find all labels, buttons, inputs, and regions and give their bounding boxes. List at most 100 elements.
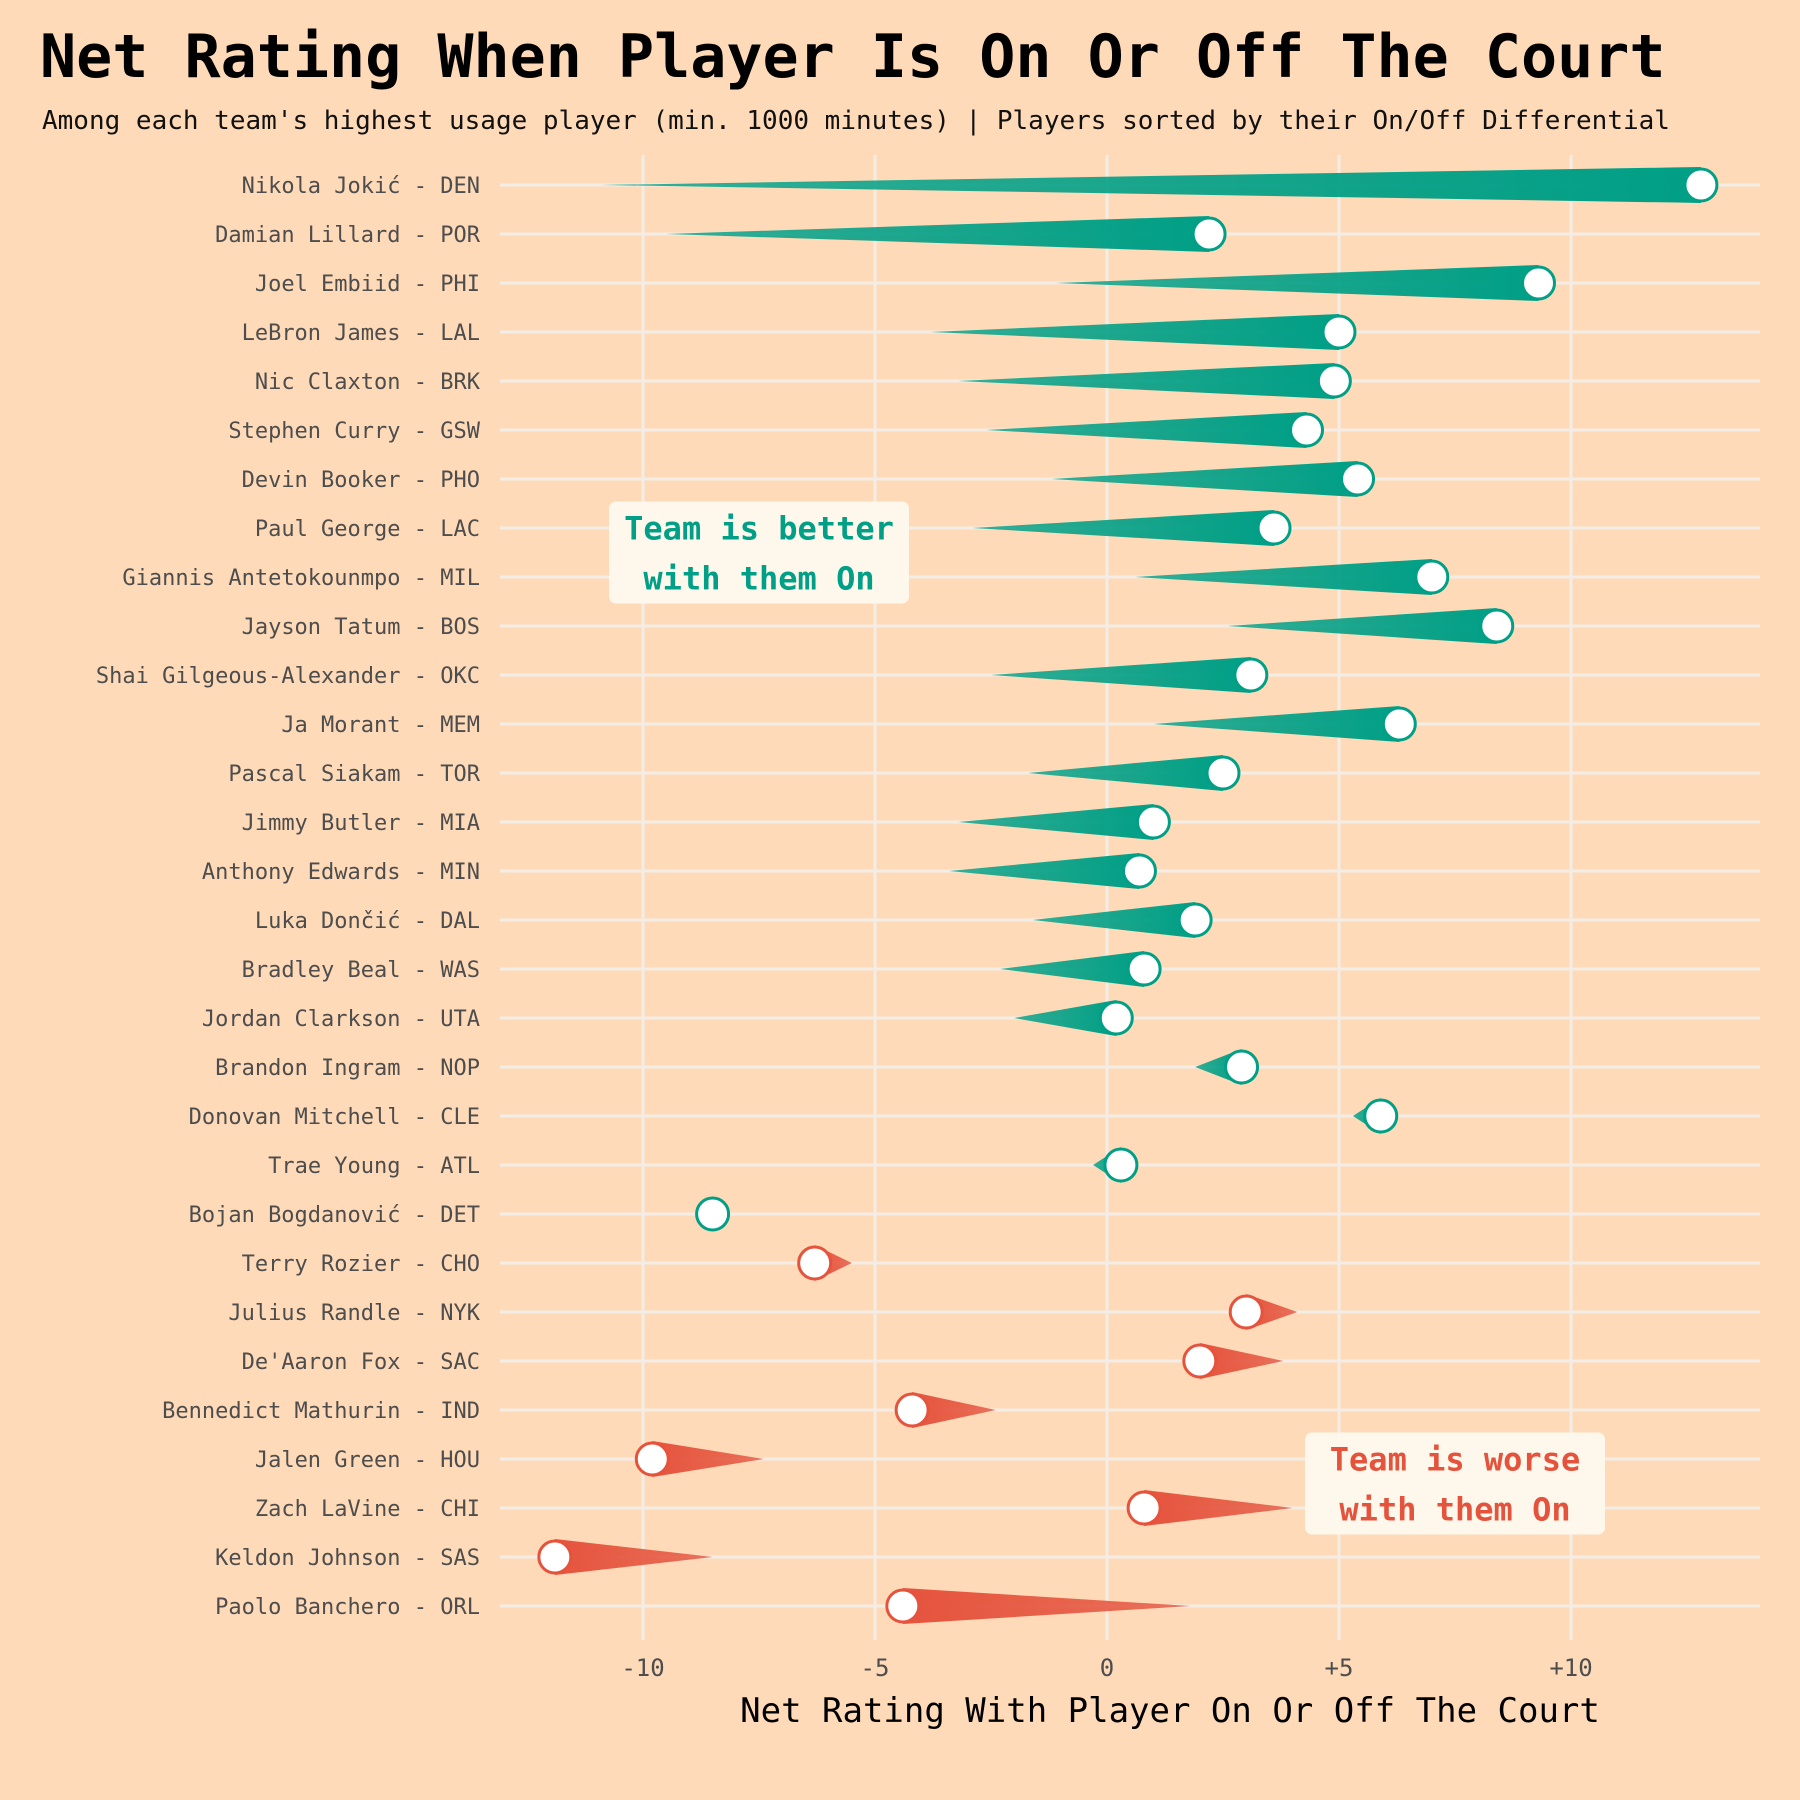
comet [1195, 1049, 1260, 1085]
on-court-point [1479, 608, 1515, 644]
comet [1153, 706, 1417, 742]
comet [991, 657, 1269, 693]
x-tick-label: -5 [861, 1654, 890, 1682]
player-label: Brandon Ingram - NOP [215, 1056, 480, 1081]
on-court-point [1321, 314, 1357, 350]
player-label: LeBron James - LAL [242, 321, 480, 346]
on-court-point [894, 1392, 930, 1428]
on-court-point [1256, 510, 1292, 546]
x-tick-label: +10 [1549, 1654, 1592, 1682]
comet-tail [949, 853, 1140, 889]
comet-tail [1227, 608, 1497, 644]
on-court-point [885, 1588, 921, 1624]
player-label: De'Aaron Fox - SAC [242, 1350, 480, 1375]
y-axis-labels: Nikola Jokić - DEN Damian Lillard - POR Jo… [96, 174, 481, 1620]
comet-tail [1055, 265, 1539, 301]
comet [1028, 755, 1241, 791]
player-label: Jordan Clarkson - UTA [202, 1007, 480, 1032]
annotation-worse: Team is worse with them On [1305, 1432, 1605, 1535]
annotation-box [609, 501, 909, 604]
chart-title: Net Rating When Player Is On Or Off The … [40, 22, 1666, 92]
comet [1134, 559, 1450, 595]
comet [958, 363, 1352, 399]
comet [1126, 1490, 1293, 1526]
comet [949, 853, 1157, 889]
player-label: Joel Embiid - PHI [255, 272, 480, 297]
player-label: Trae Young - ATL [268, 1154, 480, 1179]
annotation-line: with them On [643, 560, 874, 598]
player-label: Devin Booker - PHO [242, 468, 480, 493]
player-label: Nikola Jokić - DEN [242, 174, 480, 199]
player-label: Luka Dončić - DAL [255, 909, 480, 934]
comet [1182, 1343, 1284, 1379]
player-label: Bradley Beal - WAS [242, 958, 480, 983]
on-court-point [1103, 1147, 1139, 1183]
on-court-point [1381, 706, 1417, 742]
player-label: Julius Randle - NYK [228, 1301, 480, 1326]
comet-tail [986, 412, 1307, 448]
annotation-line: Team is worse [1330, 1441, 1580, 1479]
on-court-point [1098, 1000, 1134, 1036]
comet-tail [1032, 902, 1196, 938]
player-label: Paul George - LAC [255, 517, 480, 542]
on-court-point [1135, 804, 1171, 840]
comets [537, 167, 1719, 1624]
player-label: Stephen Curry - GSW [228, 419, 480, 444]
player-label: Donovan Mitchell - CLE [189, 1105, 480, 1130]
annotations: Team is better with them On Team is worse w… [609, 501, 1605, 1535]
on-court-point [537, 1539, 573, 1575]
player-label: Damian Lillard - POR [215, 223, 481, 248]
comet [695, 1196, 731, 1232]
comet-tail [912, 1392, 996, 1428]
on-court-point [1228, 1294, 1264, 1330]
player-label: Shai Gilgeous-Alexander - OKC [96, 664, 480, 689]
comet [986, 412, 1325, 448]
x-tick-label: +5 [1325, 1654, 1354, 1682]
x-tick-label: 0 [1100, 1654, 1114, 1682]
comet [1032, 902, 1213, 938]
comet [634, 1441, 764, 1477]
comet [885, 1588, 1191, 1624]
annotation-line: with them On [1339, 1491, 1570, 1529]
comet [1093, 1147, 1139, 1183]
comet [797, 1245, 852, 1281]
comet-tail [554, 1539, 713, 1575]
player-label: Jimmy Butler - MIA [242, 811, 480, 836]
comet-tail [991, 657, 1251, 693]
comet [1227, 608, 1515, 644]
comet-tail [972, 510, 1275, 546]
player-label: Zach LaVine - CHI [255, 1497, 480, 1522]
player-label: Terry Rozier - CHO [242, 1252, 480, 1277]
on-court-point [1126, 951, 1162, 987]
player-label: Pascal Siakam - TOR [228, 762, 480, 787]
comet-tail [902, 1588, 1191, 1624]
comet [894, 1392, 996, 1428]
comet-tail [1153, 706, 1400, 742]
on-court-point [634, 1441, 670, 1477]
comet-tail [1199, 1343, 1284, 1379]
player-label: Anthony Edwards - MIN [202, 860, 480, 885]
player-label: Nic Claxton - BRK [255, 370, 481, 395]
on-court-point [695, 1196, 731, 1232]
player-label: Jalen Green - HOU [255, 1448, 480, 1473]
player-label: Giannis Antetokounmpo - MIL [122, 566, 480, 591]
player-label: Paolo Banchero - ORL [215, 1595, 480, 1620]
comet [1228, 1294, 1298, 1330]
on-court-point [1224, 1049, 1260, 1085]
comet [1000, 951, 1162, 987]
player-label: Bojan Bogdanović - DET [189, 1203, 480, 1228]
x-axis-ticks: -10 -5 0 +5 +10 [621, 1654, 1592, 1682]
chart-subtitle: Among each team's highest usage player (… [42, 106, 1670, 136]
comet-tail [652, 1441, 764, 1477]
comet [601, 167, 1719, 203]
x-axis-title: Net Rating With Player On Or Off The Cou… [740, 1691, 1600, 1731]
comet [666, 216, 1227, 252]
comet [1055, 265, 1557, 301]
on-court-point [1182, 1343, 1218, 1379]
player-label: Bennedict Mathurin - IND [162, 1399, 480, 1424]
on-court-point [797, 1245, 833, 1281]
player-label: Ja Morant - MEM [281, 713, 480, 738]
on-court-point [1177, 902, 1213, 938]
